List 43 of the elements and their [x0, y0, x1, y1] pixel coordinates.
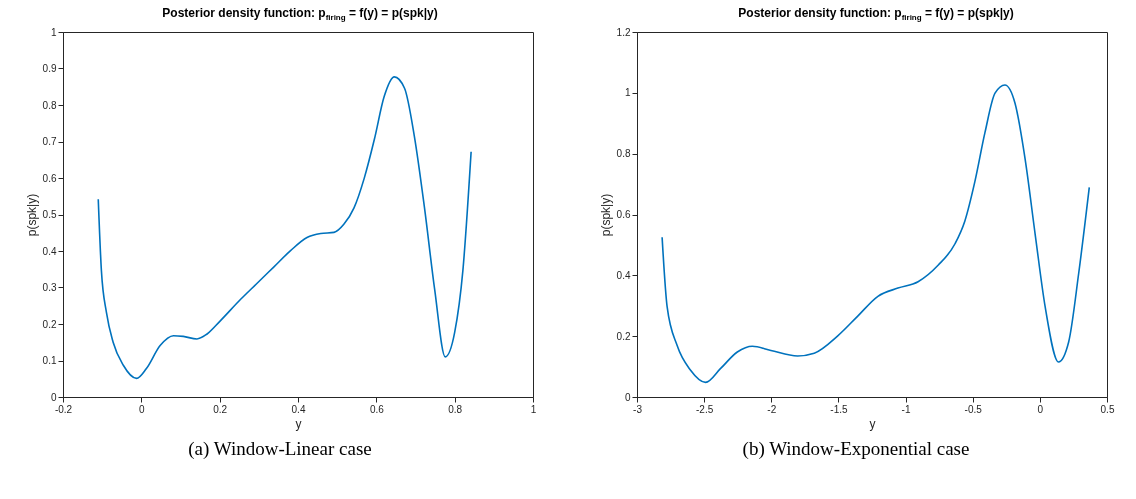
y-tick-label: 0.6	[42, 172, 57, 184]
line-series	[96, 76, 472, 380]
x-axis-title: y	[869, 416, 875, 431]
chart-title: Posterior density function: p$_{firing}$ = f(y) = p(spk|y)	[161, 6, 438, 23]
y-tick-label: 0.8	[616, 148, 631, 160]
y-tick-label: 0.2	[616, 330, 631, 342]
text: (a) Window-Linear case	[188, 438, 372, 460]
x-tick-label: -2	[766, 403, 777, 415]
y-tick-label: 0.6	[616, 209, 631, 220]
x-tick-label: -3	[632, 403, 642, 415]
x-tick-label: -1	[901, 403, 911, 415]
x-tick-label: -0.2	[54, 403, 73, 415]
y-tick-label: 0.8	[42, 99, 57, 111]
y-tick-label: 0.7	[42, 136, 57, 147]
y-tick-label: 0.2	[42, 318, 57, 330]
y-tick-label: 0.1	[42, 355, 57, 366]
y-axis-title: p(spk|y)	[24, 193, 39, 237]
y-tick-label: 0.3	[42, 282, 57, 293]
y-tick-label: 0.9	[42, 63, 57, 74]
y-tick-label: 0	[50, 391, 57, 403]
x-tick-label: 0.6	[369, 403, 384, 415]
x-axis-title: y	[295, 416, 301, 431]
y-axis-title: p(spk|y)	[598, 193, 613, 237]
x-tick-label: -2.5	[695, 403, 714, 415]
y-tick-label: 0.5	[42, 209, 57, 220]
y-tick-label: 1.2	[616, 26, 631, 38]
y-tick-label: 0.4	[42, 245, 57, 257]
text: (b) Window-Exponential case	[742, 438, 970, 460]
x-tick-label: 0.2	[212, 403, 228, 415]
y-tick-label: 1	[624, 87, 631, 99]
y-tick-label: 0.4	[616, 269, 631, 281]
y-tick-label: 1	[50, 26, 57, 38]
x-tick-label: 0	[1037, 403, 1044, 415]
x-tick-label: 1	[530, 403, 537, 415]
x-tick-label: 0	[138, 403, 145, 415]
x-tick-label: 0.5	[1100, 403, 1115, 415]
x-tick-label: -1.5	[829, 403, 848, 415]
x-tick-label: -0.5	[964, 403, 982, 415]
y-tick-label: 0	[624, 391, 631, 403]
chart-title: Posterior density function: p$_{firing}$ = f(y) = p(spk|y)	[737, 6, 1014, 23]
x-tick-label: 0.4	[291, 403, 306, 415]
line-series	[660, 84, 1090, 384]
x-tick-label: 0.8	[447, 403, 463, 415]
